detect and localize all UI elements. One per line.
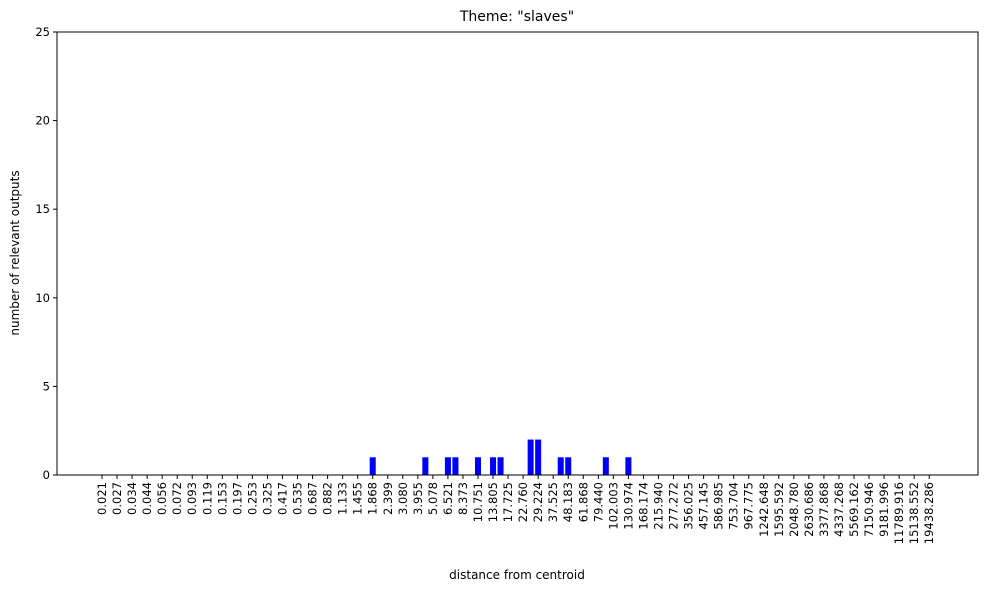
x-tick-label: 0.044 bbox=[140, 482, 154, 515]
x-tick-label: 3377.868 bbox=[817, 482, 831, 537]
x-tick-label: 0.417 bbox=[275, 482, 289, 515]
x-tick-label: 17.725 bbox=[501, 482, 515, 522]
x-tick-label: 4337.268 bbox=[832, 482, 846, 537]
x-tick-label: 130.974 bbox=[621, 482, 635, 530]
x-tick-label: 8.373 bbox=[456, 482, 470, 515]
x-tick-label: 6.521 bbox=[441, 482, 455, 515]
x-axis-label: distance from centroid bbox=[449, 568, 585, 582]
bar bbox=[527, 439, 534, 475]
y-tick-label: 10 bbox=[35, 291, 50, 305]
x-tick-label: 967.775 bbox=[742, 482, 756, 530]
x-tick-label: 0.882 bbox=[321, 482, 335, 515]
x-tick-label: 457.145 bbox=[697, 482, 711, 530]
x-tick-label: 356.025 bbox=[682, 482, 696, 530]
x-tick-label: 22.760 bbox=[516, 482, 530, 522]
x-tick-label: 0.253 bbox=[245, 482, 259, 515]
x-tick-label: 1.133 bbox=[336, 482, 350, 515]
bar bbox=[497, 457, 504, 475]
bar bbox=[444, 457, 451, 475]
x-tick-label: 2.399 bbox=[381, 482, 395, 515]
x-tick-label: 0.093 bbox=[185, 482, 199, 515]
x-tick-label: 0.153 bbox=[215, 482, 229, 515]
x-tick-label: 1595.592 bbox=[772, 482, 786, 537]
bar bbox=[490, 457, 497, 475]
x-tick-label: 1.455 bbox=[351, 482, 365, 515]
x-tick-label: 0.027 bbox=[110, 482, 124, 515]
x-tick-label: 11789.916 bbox=[892, 482, 906, 544]
x-tick-label: 2630.686 bbox=[802, 482, 816, 537]
bar bbox=[557, 457, 564, 475]
x-tick-label: 0.056 bbox=[155, 482, 169, 515]
bar bbox=[369, 457, 376, 475]
x-tick-label: 79.440 bbox=[591, 482, 605, 522]
x-tick-label: 0.021 bbox=[95, 482, 109, 515]
y-tick-label: 15 bbox=[35, 202, 50, 216]
x-tick-label: 0.325 bbox=[260, 482, 274, 515]
x-tick-label: 10.751 bbox=[471, 482, 485, 522]
x-tick-label: 7150.946 bbox=[862, 482, 876, 537]
x-tick-label: 0.535 bbox=[291, 482, 305, 515]
bar bbox=[474, 457, 482, 475]
x-tick-label: 215.940 bbox=[651, 482, 665, 530]
y-axis-label: number of relevant outputs bbox=[8, 170, 22, 335]
bar bbox=[452, 457, 459, 475]
x-tick-label: 19438.286 bbox=[922, 482, 936, 544]
bar bbox=[535, 439, 542, 475]
x-tick-label: 0.197 bbox=[230, 482, 244, 515]
bar bbox=[625, 457, 632, 475]
y-tick-label: 25 bbox=[35, 25, 50, 39]
y-tick-label: 0 bbox=[43, 468, 50, 482]
x-tick-label: 37.525 bbox=[546, 482, 560, 522]
y-tick-label: 5 bbox=[43, 379, 50, 393]
x-tick-label: 3.080 bbox=[396, 482, 410, 515]
x-tick-label: 48.183 bbox=[561, 482, 575, 522]
x-tick-label: 277.272 bbox=[667, 482, 681, 530]
x-tick-label: 0.119 bbox=[200, 482, 214, 515]
x-tick-label: 1.868 bbox=[366, 482, 380, 515]
x-tick-label: 61.868 bbox=[576, 482, 590, 522]
x-tick-label: 29.224 bbox=[531, 482, 545, 522]
x-tick-label: 0.072 bbox=[170, 482, 184, 515]
x-tick-label: 1242.648 bbox=[757, 482, 771, 537]
plot-frame bbox=[56, 31, 979, 476]
x-tick-label: 0.687 bbox=[306, 482, 320, 515]
x-tick-label: 13.805 bbox=[486, 482, 500, 522]
x-tick-label: 5.078 bbox=[426, 482, 440, 515]
y-tick-label: 20 bbox=[35, 114, 50, 128]
x-tick-label: 753.704 bbox=[727, 482, 741, 530]
x-tick-label: 586.985 bbox=[712, 482, 726, 530]
x-tick-label: 15138.552 bbox=[907, 482, 921, 544]
x-tick-label: 102.003 bbox=[606, 482, 620, 530]
x-tick-label: 3.955 bbox=[411, 482, 425, 515]
chart-title: Theme: "slaves" bbox=[459, 9, 574, 25]
x-tick-label: 0.034 bbox=[125, 482, 139, 515]
x-tick-label: 9181.996 bbox=[877, 482, 891, 537]
bar bbox=[422, 457, 429, 475]
x-tick-label: 168.174 bbox=[636, 482, 650, 530]
x-tick-label: 2048.780 bbox=[787, 482, 801, 537]
bar bbox=[602, 457, 609, 475]
bar bbox=[565, 457, 572, 475]
x-tick-label: 5569.162 bbox=[847, 482, 861, 537]
